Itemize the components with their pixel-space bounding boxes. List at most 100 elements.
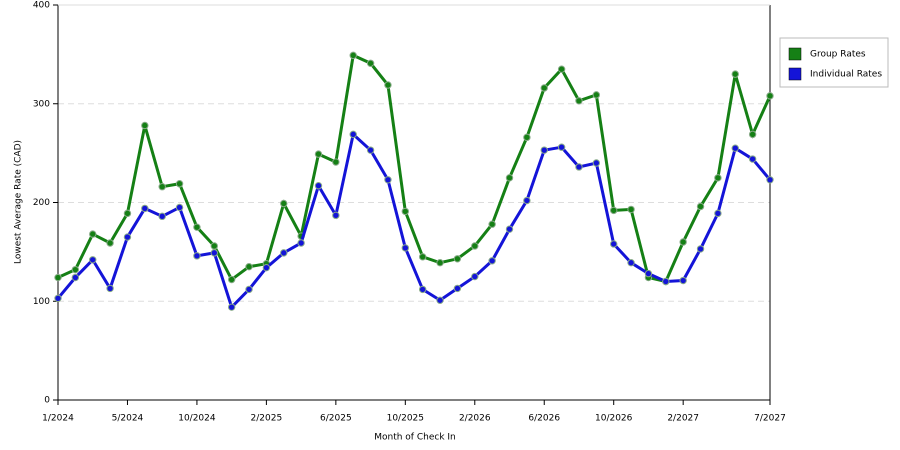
point [610,240,618,248]
point [627,259,635,267]
point [453,284,462,293]
point [610,206,618,215]
point [436,259,444,267]
x-tick-label: 2/2027 [667,414,699,424]
point [384,81,392,89]
point [71,273,80,282]
point [748,130,757,139]
point [175,180,184,188]
point [523,133,531,142]
x-axis-label: Month of Check In [374,433,456,443]
point [714,174,722,182]
x-tick-label: 10/2026 [595,414,633,424]
point [245,262,253,271]
x-tick-label: 2/2025 [251,414,283,424]
point [436,296,444,304]
point [297,239,305,247]
point [575,97,583,105]
point [766,92,774,100]
point [332,211,340,220]
point [627,205,635,214]
point [540,146,548,154]
point [766,176,774,184]
x-tick-label: 2/2026 [459,414,491,424]
point [227,275,236,284]
x-tick-label: 7/2027 [754,414,786,424]
point [227,303,236,311]
point [505,174,514,182]
point [123,209,132,218]
point [748,155,757,163]
point [453,255,462,263]
point [158,183,166,191]
y-tick-label: 400 [33,1,50,11]
point [123,233,132,241]
x-tick-label: 6/2026 [528,414,560,424]
point [349,130,357,139]
point [696,245,705,253]
point [523,196,531,205]
point [731,70,739,78]
point [418,253,427,261]
series-line [57,53,772,284]
point [89,230,97,238]
legend-label: Individual Rates [810,70,882,80]
point [54,273,62,282]
point [557,143,566,151]
y-tick-label: 300 [33,99,50,109]
x-tick-label: 6/2025 [320,414,352,424]
point [141,121,149,130]
x-tick-label: 1/2024 [42,414,74,424]
point [505,225,514,233]
point [245,285,253,294]
point [210,249,218,257]
x-tick-label: 10/2025 [387,414,424,424]
point [662,277,670,286]
point [644,269,653,278]
point [175,203,184,212]
point [314,150,323,158]
point [488,257,496,265]
point [193,223,201,231]
point [54,294,62,302]
y-tick-label: 200 [33,198,50,208]
point [314,182,323,190]
point [540,84,548,92]
legend-swatch [788,47,802,61]
x-tick-label: 10/2024 [178,414,216,424]
point [89,256,97,264]
point [679,238,687,246]
point [332,158,340,166]
point [731,144,739,152]
point [592,159,601,167]
point [349,51,357,60]
point [471,272,479,281]
y-tick-label: 100 [33,297,50,307]
point [106,284,114,293]
point [401,244,410,252]
y-axis-label: Lowest Average Rate (CAD) [14,140,24,264]
legend-label: Group Rates [810,50,866,60]
legend-swatch [788,67,802,81]
point [193,252,201,260]
point [366,146,375,154]
point [280,199,288,208]
point [714,209,722,218]
point [210,242,218,250]
point [401,207,410,216]
point [679,276,687,285]
point [471,242,479,250]
point [71,265,80,274]
point [366,59,375,67]
y-tick-label: 0 [44,396,50,406]
point [592,91,601,99]
point [141,204,149,213]
point [575,163,583,171]
point [384,176,392,184]
point [488,220,496,228]
point [696,202,705,211]
point [106,239,114,247]
x-tick-label: 5/2024 [112,414,144,424]
point [557,65,566,73]
